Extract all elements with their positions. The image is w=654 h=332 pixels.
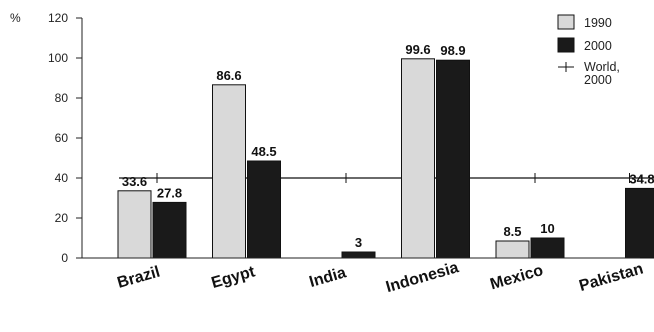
- x-axis: Brazil Egypt India Indonesia Mexico Pakistan: [82, 257, 645, 296]
- data-label-1990: 99.6: [405, 42, 430, 57]
- legend-swatch-1990: [557, 14, 575, 30]
- y-tick-label: 40: [55, 171, 69, 185]
- bar-2000: [152, 201, 187, 259]
- category-label: Indonesia: [384, 259, 461, 296]
- bar-2000: [530, 237, 565, 259]
- bar-2000: [341, 251, 376, 259]
- data-label-2000: 48.5: [251, 144, 276, 159]
- legend-label-2000: 2000: [584, 39, 612, 53]
- bar-1990: [212, 84, 246, 259]
- category-label: Egypt: [210, 263, 258, 292]
- data-label-2000: 98.9: [440, 43, 465, 58]
- bar-2000: [436, 59, 470, 259]
- data-label-2000: 10: [540, 221, 554, 236]
- category-label: India: [307, 264, 348, 291]
- category-label: Mexico: [488, 262, 545, 293]
- y-axis: 0 20 40 60 80 100 120%: [10, 11, 83, 265]
- y-tick-label: 80: [55, 91, 69, 105]
- bar-2000: [625, 187, 654, 259]
- data-label-1990: 8.5: [503, 224, 521, 239]
- data-label-1990: 33.6: [122, 174, 147, 189]
- y-tick-label: 0: [61, 251, 68, 265]
- data-labels: 33.6 86.6 99.6 8.5 27.8 48.5 3 98.9 10 34.8: [122, 42, 654, 250]
- bar-1990: [401, 58, 435, 259]
- y-tick-label: 60: [55, 131, 69, 145]
- bars: [117, 58, 654, 259]
- legend-label-world: 2000: [584, 73, 612, 87]
- data-label-1990: 86.6: [216, 68, 241, 83]
- data-label-2000: 3: [355, 235, 362, 250]
- y-tick-label: 100: [48, 51, 68, 65]
- category-label: Brazil: [115, 263, 162, 291]
- data-label-2000: 27.8: [157, 185, 182, 200]
- y-unit-label: %: [10, 11, 21, 25]
- bar-2000: [247, 160, 281, 259]
- legend-swatch-2000: [557, 37, 575, 53]
- legend-label-1990: 1990: [584, 16, 612, 30]
- legend-label-world: World,: [584, 60, 620, 74]
- data-label-2000: 34.8: [629, 171, 654, 186]
- y-tick-label: 20: [55, 211, 69, 225]
- world-reference-line: [119, 173, 654, 183]
- bar-1990: [117, 190, 152, 259]
- y-tick-label: 120: [48, 11, 68, 25]
- bar-1990: [495, 240, 530, 259]
- category-label: Pakistan: [577, 260, 645, 294]
